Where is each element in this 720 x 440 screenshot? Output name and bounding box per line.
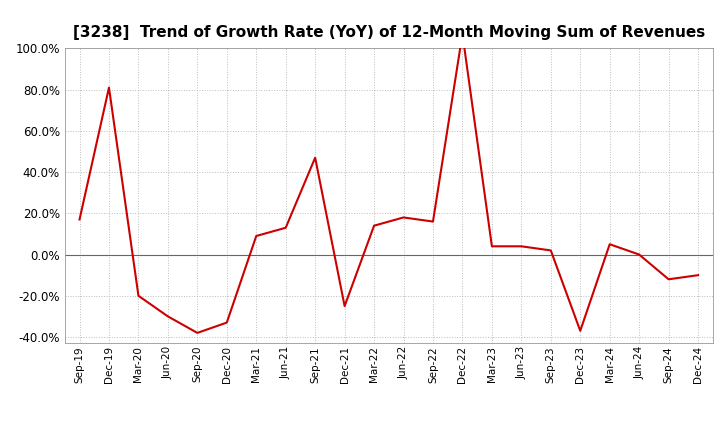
Title: [3238]  Trend of Growth Rate (YoY) of 12-Month Moving Sum of Revenues: [3238] Trend of Growth Rate (YoY) of 12-… [73,25,705,40]
